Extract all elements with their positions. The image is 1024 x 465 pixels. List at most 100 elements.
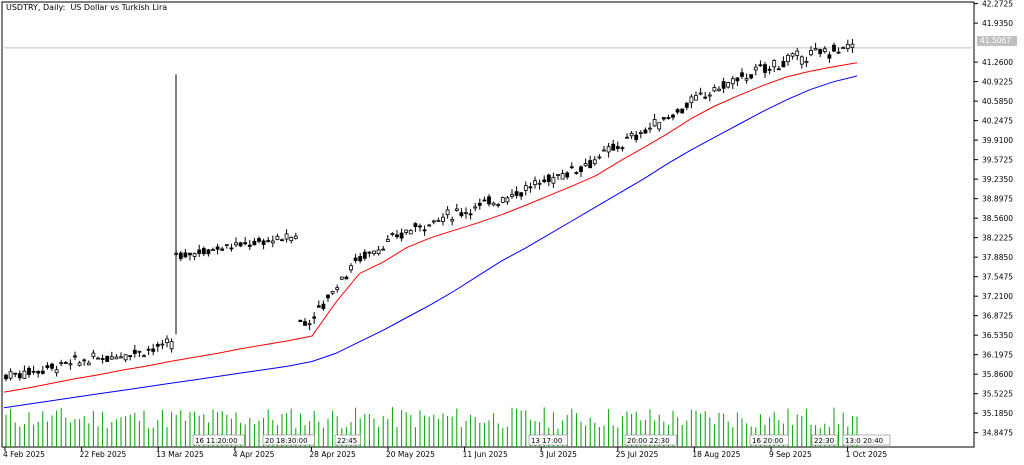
candle-body [376, 249, 381, 255]
candle-body [339, 276, 344, 280]
candle-body [565, 172, 570, 178]
y-tick-label: 37.5475 [982, 273, 1013, 282]
volume-time-label: 13 17:00 [531, 437, 562, 445]
x-tick-label: 22 Feb 2025 [80, 450, 127, 459]
candle-body [413, 223, 418, 227]
candle-body [192, 253, 197, 257]
candle-body [569, 166, 574, 169]
candle-body [238, 242, 243, 247]
candle-body [197, 249, 202, 254]
candle-body [137, 350, 142, 353]
candle-body [500, 197, 505, 203]
candle-body [91, 352, 96, 357]
candle-body [648, 127, 652, 130]
candle-body [795, 50, 800, 56]
y-tick-label: 37.2100 [982, 292, 1013, 301]
candle-body [215, 246, 220, 250]
candle-body [827, 54, 832, 59]
candle-body [321, 303, 326, 310]
y-tick-label: 35.8600 [982, 370, 1013, 379]
x-tick-label: 20 May 2025 [386, 450, 435, 459]
candle-body [694, 94, 698, 101]
y-tick-label: 40.2475 [982, 117, 1013, 126]
candle-body [303, 321, 307, 326]
candle-body [243, 242, 248, 245]
candle-body [229, 247, 234, 250]
candle-body [22, 370, 27, 379]
candle-body [224, 244, 229, 246]
candle-body [712, 87, 717, 92]
candle-body [579, 166, 583, 172]
volume-time-box [811, 434, 838, 446]
candle-body [13, 372, 18, 375]
candle-body [418, 225, 422, 228]
candle-body [201, 248, 206, 255]
candle-body [399, 232, 404, 239]
candle-body [316, 305, 321, 308]
candle-body [652, 119, 657, 127]
candle-body [178, 252, 183, 259]
candle-body [73, 355, 77, 358]
candle-body [431, 220, 436, 223]
x-tick-label: 4 Feb 2025 [3, 450, 45, 459]
candle-body [560, 173, 565, 180]
candle-body [588, 160, 593, 169]
ma-line-1 [3, 62, 858, 393]
candle-body [404, 229, 409, 233]
candle-body [31, 370, 36, 373]
candle-body [109, 356, 114, 360]
candle-body [123, 354, 128, 361]
candle-body [813, 48, 818, 51]
candle-body [82, 359, 87, 362]
volume-time-label: 20 18:30:00 [265, 437, 308, 445]
x-tick-label: 18 Aug 2025 [692, 450, 740, 459]
candle-body [330, 290, 335, 294]
candle-body [211, 249, 215, 251]
candle-body [312, 316, 317, 319]
candle-body [247, 244, 252, 247]
volume-time-label: 22:30 [814, 437, 834, 445]
volume-time-label: 16 11:20:00 [195, 437, 238, 445]
candle-body [128, 355, 133, 357]
candle-body [40, 370, 45, 374]
candle-body [597, 156, 602, 159]
candle-body [353, 257, 358, 261]
candle-body [385, 239, 390, 243]
candle-body [740, 72, 744, 77]
candle-body [574, 172, 579, 174]
volume-time-label: 22:45 [337, 437, 357, 445]
y-tick-label: 36.5350 [982, 331, 1013, 340]
candle-body [675, 109, 680, 113]
x-tick-label: 13 Mar 2025 [156, 450, 204, 459]
candle-body [4, 374, 8, 380]
candle-body [832, 44, 836, 52]
candle-body [395, 234, 399, 238]
candle-body [390, 233, 395, 235]
candle-body [422, 229, 427, 232]
candle-body [188, 252, 192, 256]
y-tick-label: 36.1975 [982, 351, 1013, 360]
candle-body [620, 147, 625, 150]
candle-body [523, 185, 528, 191]
volume-time-box [192, 434, 245, 446]
candle-body [96, 357, 100, 360]
candle-body [54, 369, 59, 374]
candle-body [528, 186, 533, 189]
y-tick-label: 41.9350 [982, 19, 1013, 28]
candle-body [698, 92, 703, 95]
candle-body [661, 117, 666, 120]
candle-body [344, 276, 349, 280]
y-tick-label: 38.8975 [982, 195, 1013, 204]
volume-time-label: 13:0 20:40 [845, 437, 883, 445]
candle-body [684, 102, 689, 108]
candle-body [804, 60, 809, 64]
candle-body [776, 68, 781, 71]
volume-time-box [334, 434, 361, 446]
candle-body [280, 239, 284, 242]
candle-body [533, 180, 537, 185]
y-tick-label: 34.8475 [982, 429, 1013, 438]
candle-body [666, 117, 671, 119]
volume-time-box [842, 434, 891, 446]
candle-body [381, 248, 386, 251]
candle-body [749, 74, 754, 79]
